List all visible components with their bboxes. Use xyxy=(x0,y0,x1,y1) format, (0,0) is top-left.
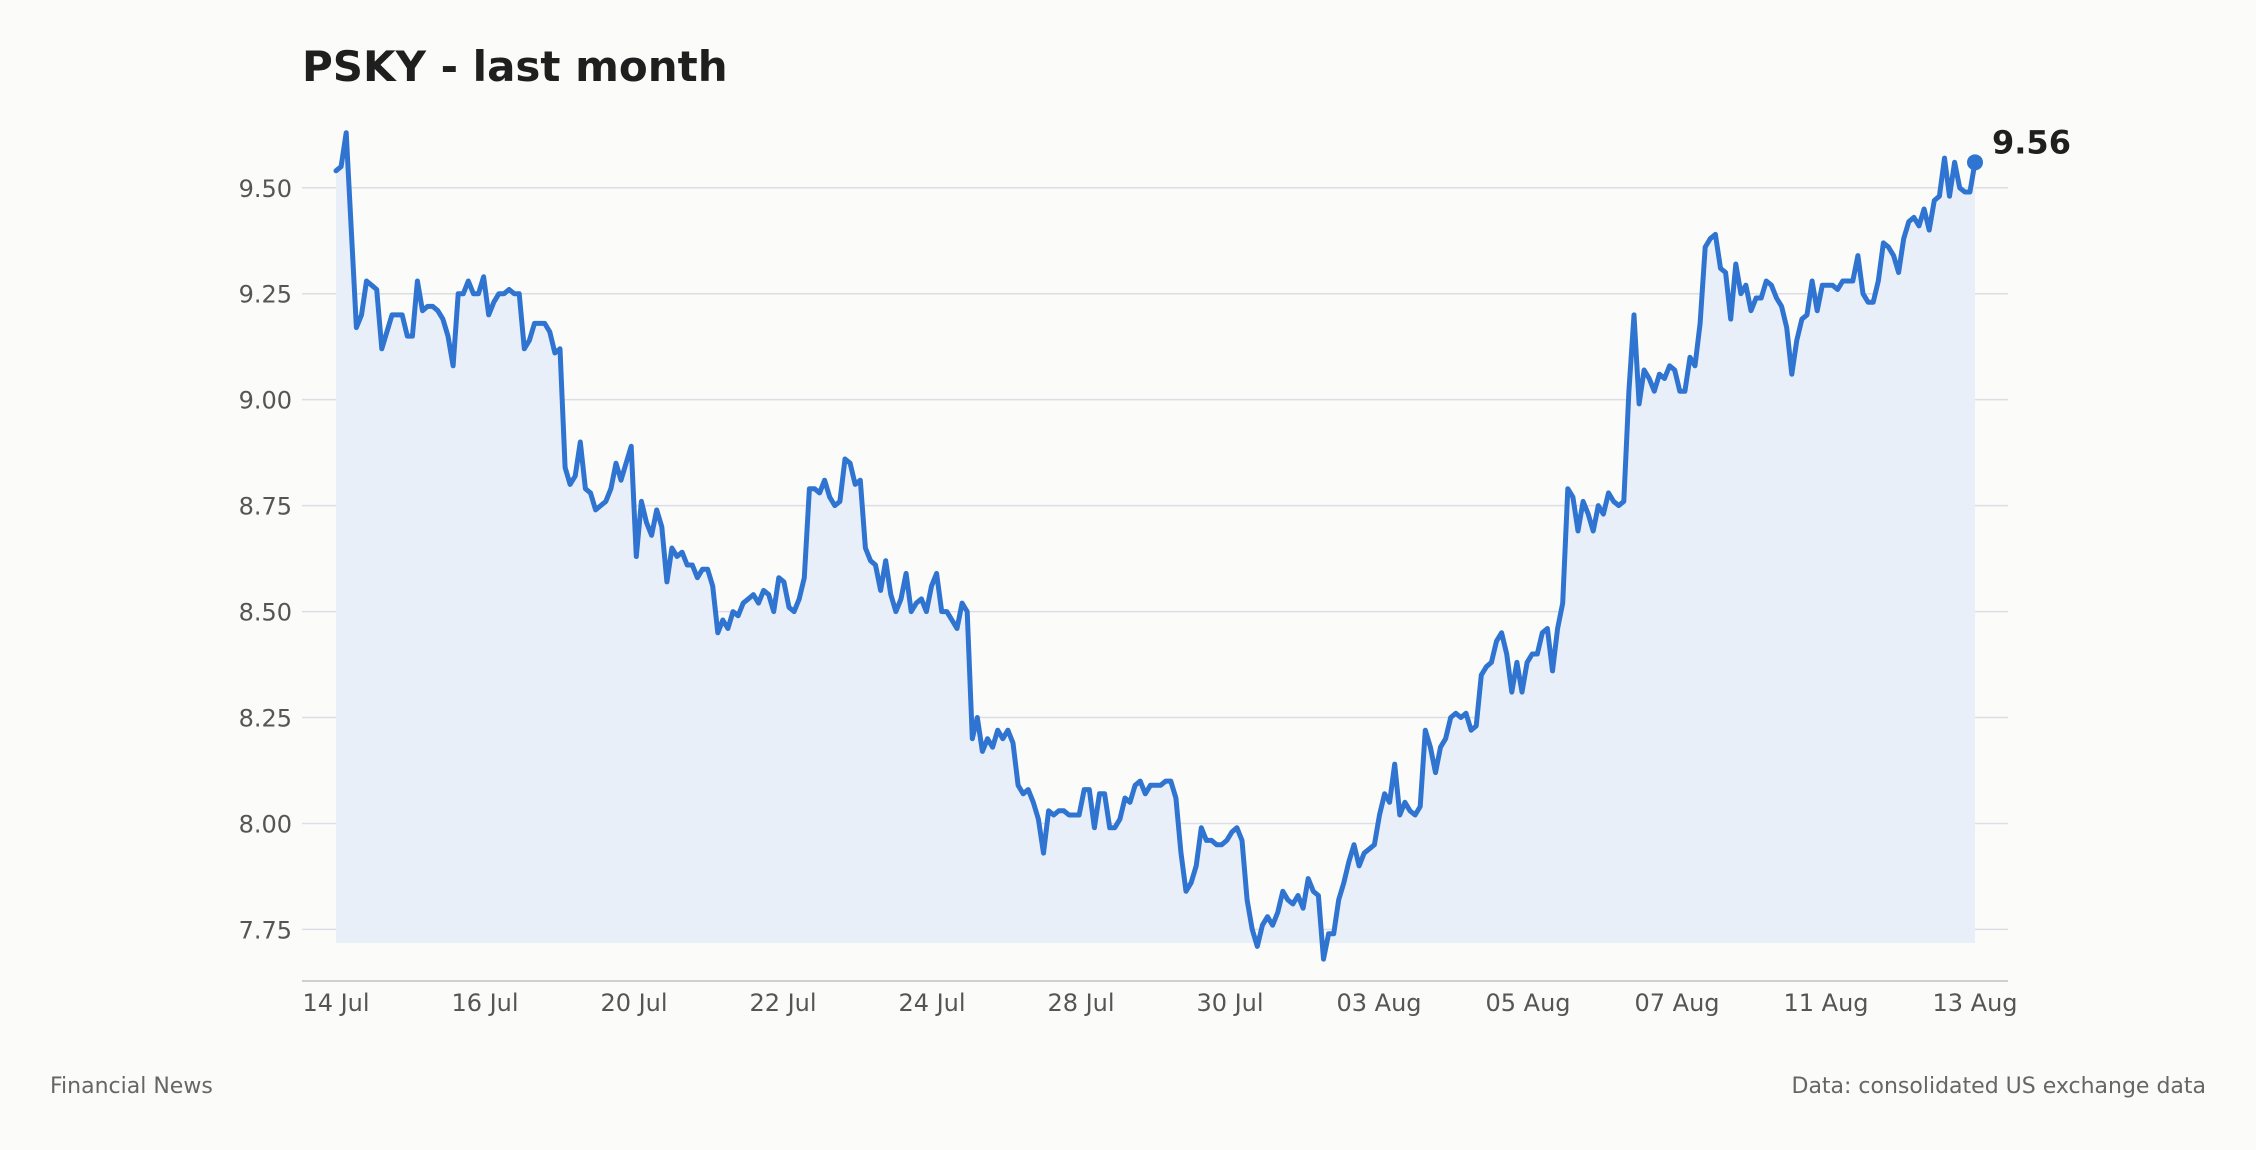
area-fill xyxy=(336,132,1975,960)
x-tick-label: 07 Aug xyxy=(1634,989,1719,1017)
x-axis: 14 Jul 16 Jul 20 Jul 22 Jul 24 Jul 28 Jul 30 J… xyxy=(302,980,2018,1017)
x-tick-label: 30 Jul xyxy=(1196,989,1263,1017)
last-value-marker xyxy=(1967,154,1983,171)
y-tick-label: 9.50 xyxy=(239,175,292,203)
x-tick-label: 13 Aug xyxy=(1932,989,2017,1017)
x-tick-label: 20 Jul xyxy=(600,989,667,1017)
x-tick-label: 03 Aug xyxy=(1336,989,1421,1017)
x-tick-label: 16 Jul xyxy=(451,989,518,1017)
last-value-label: 9.56 xyxy=(1992,123,2071,161)
y-tick-label: 8.75 xyxy=(239,493,292,521)
price-series xyxy=(333,130,1978,962)
price-line xyxy=(333,130,1978,962)
x-tick-label: 24 Jul xyxy=(898,989,965,1017)
source-credit: Financial News xyxy=(50,1074,213,1099)
y-tick-label: 8.00 xyxy=(239,810,292,838)
y-tick-label: 9.00 xyxy=(239,387,292,415)
x-tick-label: 28 Jul xyxy=(1047,989,1114,1017)
chart-title: PSKY - last month xyxy=(302,42,728,91)
data-attribution: Data: consolidated US exchange data xyxy=(1791,1074,2207,1099)
y-tick-label: 9.25 xyxy=(239,281,292,309)
last-value-marker-group: 9.56 xyxy=(1967,123,2071,171)
x-tick-label: 14 Jul xyxy=(302,989,369,1017)
area-fill-path xyxy=(336,132,1975,960)
x-tick-label: 22 Jul xyxy=(749,989,816,1017)
x-tick-label: 05 Aug xyxy=(1485,989,1570,1017)
y-tick-label: 7.75 xyxy=(239,916,292,944)
x-tick-label: 11 Aug xyxy=(1783,989,1868,1017)
y-tick-label: 8.25 xyxy=(239,705,292,733)
y-tick-label: 8.50 xyxy=(239,599,292,627)
